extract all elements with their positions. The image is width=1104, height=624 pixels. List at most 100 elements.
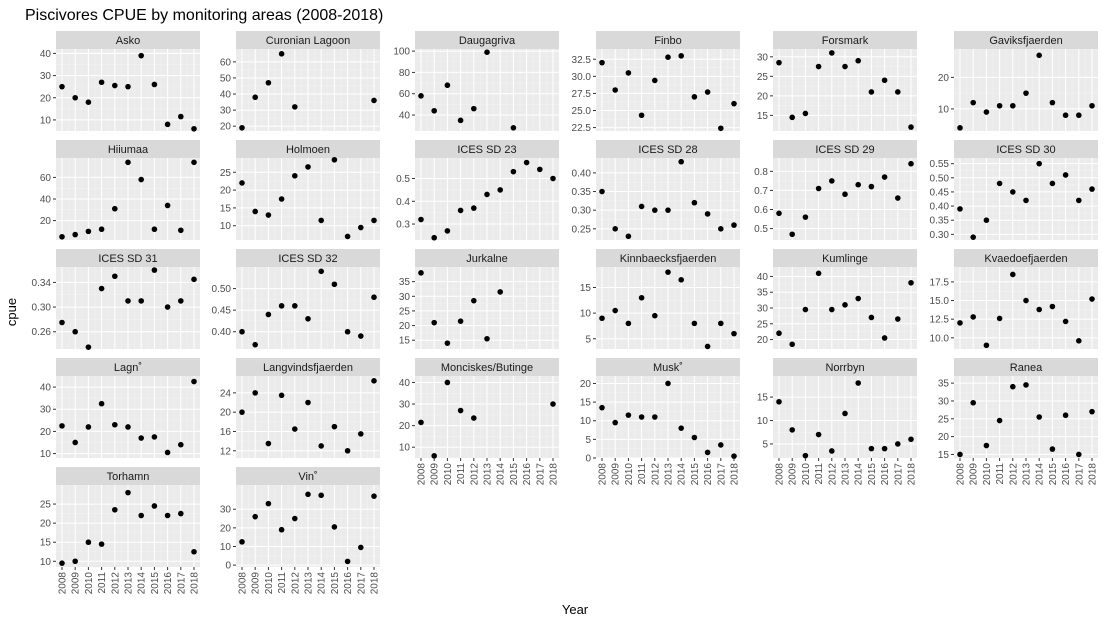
data-point [983,342,990,349]
y-tick-label: 15.0 [930,296,950,307]
y-tick-label: 0.40 [572,168,592,179]
data-point [829,448,835,454]
data-point [983,217,990,224]
data-point [625,70,632,76]
data-point [802,306,809,313]
y-tick-label: 40 [40,195,52,206]
data-point [652,414,658,420]
data-point [908,279,914,286]
y-tick-label: 0.45 [212,306,232,317]
data-point [331,281,338,288]
data-point [444,228,451,234]
data-point [625,320,632,327]
facet-strip [415,358,559,376]
data-point [1023,297,1029,304]
x-tick-label: 2010 [264,572,275,595]
data-point [691,199,698,206]
data-point [842,302,848,308]
data-point [444,379,451,386]
y-tick-label: 5 [585,435,591,446]
data-point [1076,451,1082,458]
y-tick-label: 30 [220,106,232,117]
x-tick-label: 2017 [535,463,546,486]
data-point [665,380,671,387]
data-point [112,506,118,513]
y-tick-label: 10 [40,557,52,568]
data-point [983,442,990,449]
data-point [908,160,914,167]
x-tick-label: 2010 [624,463,635,486]
data-point [1076,338,1082,344]
x-tick-label: 2017 [356,572,367,595]
facet-panel: Asko 10 20 30 40 [40,31,200,132]
data-point [305,399,311,406]
y-tick-label: 15 [399,336,411,347]
facet-panel: Kinnbaecksfjaerden 5 10 15 [580,249,740,350]
data-point [704,449,711,456]
x-tick-label: 2010 [982,463,993,486]
y-tick-label: 60 [40,173,52,184]
facet-strip [954,249,1098,267]
y-axis-title: cpue [4,298,19,326]
y-tick-label: 16 [220,427,232,438]
facet-strip [236,467,380,485]
data-point [731,222,737,228]
facet-panel: ICES SD 31 0.26 0.30 0.34 [32,249,200,350]
data-point [265,212,272,218]
y-tick-label: 20 [757,91,769,102]
x-tick-label: 2012 [290,572,301,595]
y-tick-label: 20 [220,408,232,419]
data-point [457,117,464,124]
facet-strip-label: ICES SD 28 [638,144,697,156]
data-point [484,49,490,55]
data-point [265,500,272,507]
data-point [855,380,861,386]
x-tick-label: 2008 [598,463,609,486]
x-tick-label: 2008 [58,572,69,595]
data-point [625,233,632,240]
data-point [599,59,605,66]
data-point [815,185,822,192]
data-point [371,217,377,224]
data-point [815,63,822,70]
data-point [278,526,285,533]
data-point [358,544,364,551]
data-point [829,306,835,313]
y-tick-label: 0.8 [754,167,768,178]
data-point [704,89,711,95]
y-tick-label: 40 [220,90,232,101]
data-point [125,159,131,166]
data-point [1062,412,1069,419]
data-point [599,188,605,195]
x-tick-label: 2008 [775,463,786,486]
data-point [638,294,645,301]
y-tick-label: 30 [40,405,52,416]
data-point [178,510,184,517]
y-tick-label: 30.0 [572,72,592,83]
facet-panel: ICES SD 29 0.5 0.6 0.7 0.8 [754,140,917,240]
x-tick-label: 2012 [110,572,121,595]
data-point [1010,102,1016,109]
data-point [125,298,131,304]
x-tick-label: 2012 [827,463,838,486]
data-point [191,125,197,132]
data-point [1076,112,1082,119]
x-tick-label: 2013 [841,463,852,486]
chart-title: Piscivores CPUE by monitoring areas (200… [25,7,383,24]
data-point [970,99,976,106]
data-point [278,51,285,57]
data-point [278,196,285,202]
facet-strip [596,358,740,376]
facet-strip-label: Langvindsfjaerden [263,362,353,374]
data-point [718,442,724,448]
data-point [908,124,914,130]
data-point [151,81,158,88]
y-tick-label: 30 [757,304,769,315]
y-tick-label: 15 [220,203,232,214]
data-point [98,79,105,86]
facet-strip-label: Hiiumaa [108,144,149,156]
x-tick-label: 2012 [1008,463,1019,486]
